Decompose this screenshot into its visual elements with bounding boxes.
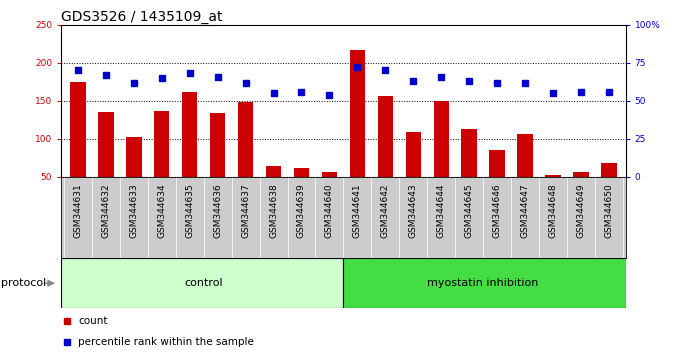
Text: GSM344636: GSM344636 [213,183,222,238]
Bar [490,150,505,215]
Text: GSM344644: GSM344644 [437,183,445,238]
Text: GSM344637: GSM344637 [241,183,250,238]
Bar [377,96,393,215]
Bar [350,50,365,215]
Text: GSM344635: GSM344635 [185,183,194,238]
Bar [98,112,114,215]
Bar [322,172,337,215]
Bar [266,166,282,215]
Bar [517,135,532,215]
Bar [70,82,86,215]
Text: GSM344633: GSM344633 [129,183,138,238]
Text: GSM344634: GSM344634 [157,183,167,238]
Text: GSM344641: GSM344641 [353,183,362,238]
Text: count: count [78,316,107,326]
Bar [294,168,309,215]
Text: GSM344645: GSM344645 [464,183,474,238]
Text: GSM344643: GSM344643 [409,183,418,238]
Bar [343,258,626,308]
Bar [210,113,225,215]
Text: protocol: protocol [1,278,46,288]
Text: GSM344639: GSM344639 [297,183,306,238]
Text: myostatin inhibition: myostatin inhibition [428,278,539,288]
Text: GSM344646: GSM344646 [492,183,502,238]
Text: GSM344648: GSM344648 [549,183,558,238]
Bar [61,258,343,308]
Text: control: control [184,278,223,288]
Text: GSM344642: GSM344642 [381,183,390,238]
Text: GDS3526 / 1435109_at: GDS3526 / 1435109_at [61,10,222,24]
Bar [601,163,617,215]
Text: GSM344632: GSM344632 [101,183,110,238]
Text: GSM344631: GSM344631 [73,183,82,238]
Bar [238,102,253,215]
Bar [545,176,560,215]
Bar [154,111,169,215]
Text: GSM344647: GSM344647 [520,183,530,238]
Text: percentile rank within the sample: percentile rank within the sample [78,337,254,348]
Bar [126,137,141,215]
Text: GSM344649: GSM344649 [577,183,585,238]
Bar [182,92,197,215]
Bar [434,101,449,215]
Bar [405,132,421,215]
Bar [462,129,477,215]
Text: GSM344640: GSM344640 [325,183,334,238]
Bar [573,172,589,215]
Text: GSM344638: GSM344638 [269,183,278,238]
Text: GSM344650: GSM344650 [605,183,613,238]
